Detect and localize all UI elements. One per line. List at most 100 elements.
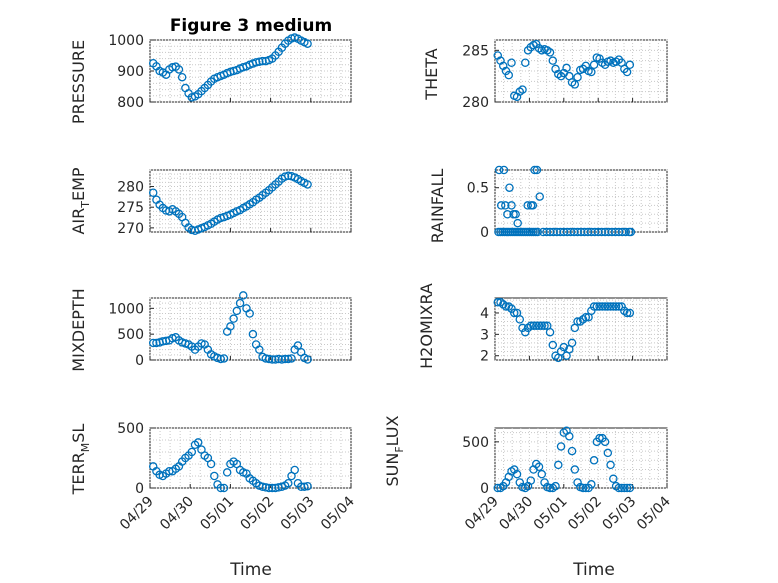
- data-point: [528, 201, 538, 210]
- data-point: [535, 192, 544, 201]
- data-point: [303, 355, 312, 364]
- data-point: [300, 482, 309, 492]
- data-point: [148, 338, 158, 348]
- data-point: [559, 342, 569, 352]
- data-point: [510, 308, 519, 318]
- data-point: [210, 471, 219, 481]
- data-point: [274, 354, 283, 364]
- ylabel-terr-msl: TERRMSL: [69, 424, 92, 496]
- data-point: [222, 468, 232, 477]
- data-point: [622, 308, 632, 318]
- data-point: [548, 340, 558, 350]
- ylabel-h2omixra: H2OMIXRA: [417, 283, 436, 369]
- data-point: [533, 227, 542, 237]
- data-point: [255, 57, 264, 66]
- data-point: [534, 321, 544, 331]
- data-point: [589, 302, 599, 311]
- data-point: [621, 227, 630, 237]
- data-point: [258, 56, 267, 66]
- y-tick-label: 0: [135, 481, 144, 497]
- x-tick-label: 05/04: [318, 493, 358, 533]
- data-point: [611, 302, 621, 311]
- data-point: [529, 321, 538, 331]
- data-point: [504, 70, 514, 80]
- data-point: [148, 188, 158, 197]
- data-point: [614, 483, 624, 493]
- data-point: [622, 483, 632, 493]
- data-point: [573, 317, 582, 326]
- data-point: [521, 58, 530, 67]
- data-point: [503, 210, 512, 219]
- data-point: [567, 338, 577, 348]
- y-tick-label: 0: [480, 481, 489, 497]
- data-point: [245, 309, 254, 318]
- data-point: [510, 465, 519, 474]
- y-tick-label: 500: [117, 421, 144, 437]
- data-point: [537, 321, 547, 331]
- subplot-4: 00.5: [467, 165, 668, 241]
- data-point: [609, 302, 618, 311]
- data-point: [548, 56, 558, 65]
- data-point: [501, 302, 511, 311]
- data-point: [573, 478, 582, 487]
- xlabel-left: Time: [229, 560, 272, 580]
- data-point: [267, 483, 277, 493]
- x-tick-label: 04/30: [157, 494, 197, 534]
- data-point: [556, 442, 566, 451]
- x-tick-label: 04/29: [462, 494, 502, 534]
- xlabel-right: Time: [572, 560, 615, 580]
- y-tick-label: 280: [117, 180, 144, 196]
- x-tick-label: 05/04: [634, 493, 674, 533]
- ylabel-terr-msl-sub: M: [79, 443, 92, 453]
- data-point: [494, 165, 504, 175]
- data-point: [622, 67, 632, 77]
- ylabel-sun-flux-sub: F: [393, 446, 406, 452]
- y-tick-label: 2: [480, 349, 489, 365]
- data-point: [545, 327, 555, 337]
- y-tick-label: 3: [480, 327, 489, 343]
- data-point: [513, 218, 522, 228]
- data-point: [620, 483, 629, 493]
- subplot-6: 2 3 4: [480, 297, 668, 365]
- data-point: [530, 165, 539, 175]
- data-point: [589, 456, 599, 465]
- data-point: [556, 347, 566, 356]
- data-point: [537, 469, 547, 479]
- x-tick-label: 05/01: [531, 494, 571, 534]
- y-tick-label: 800: [117, 95, 144, 111]
- data-point: [177, 72, 187, 82]
- data-point: [158, 337, 168, 346]
- data-point: [587, 480, 596, 489]
- data-point: [219, 354, 229, 363]
- subplot-3: 270 275 280: [117, 169, 352, 237]
- ylabel-theta: THETA: [422, 48, 441, 100]
- data-point: [532, 459, 541, 469]
- data-point: [303, 481, 312, 491]
- data-point: [303, 39, 312, 48]
- data-point: [551, 481, 560, 491]
- data-point: [532, 321, 541, 331]
- y-tick-label: 500: [462, 435, 489, 451]
- data-point: [226, 322, 235, 331]
- data-point: [606, 460, 615, 470]
- data-point: [587, 67, 596, 77]
- data-point: [609, 474, 618, 484]
- ylabel-pressure: PRESSURE: [69, 40, 88, 124]
- data-point: [515, 478, 525, 487]
- data-point: [511, 210, 520, 219]
- data-point: [174, 65, 184, 74]
- data-point: [267, 355, 277, 364]
- data-point: [493, 483, 503, 493]
- data-point: [545, 48, 555, 57]
- data-point: [264, 483, 274, 493]
- data-point: [507, 58, 516, 67]
- data-point: [518, 323, 527, 333]
- y-tick-label: 1000: [108, 33, 144, 49]
- data-point: [284, 478, 293, 488]
- data-point: [625, 483, 635, 493]
- data-point: [614, 302, 624, 311]
- data-point: [287, 354, 296, 363]
- data-point: [187, 447, 197, 457]
